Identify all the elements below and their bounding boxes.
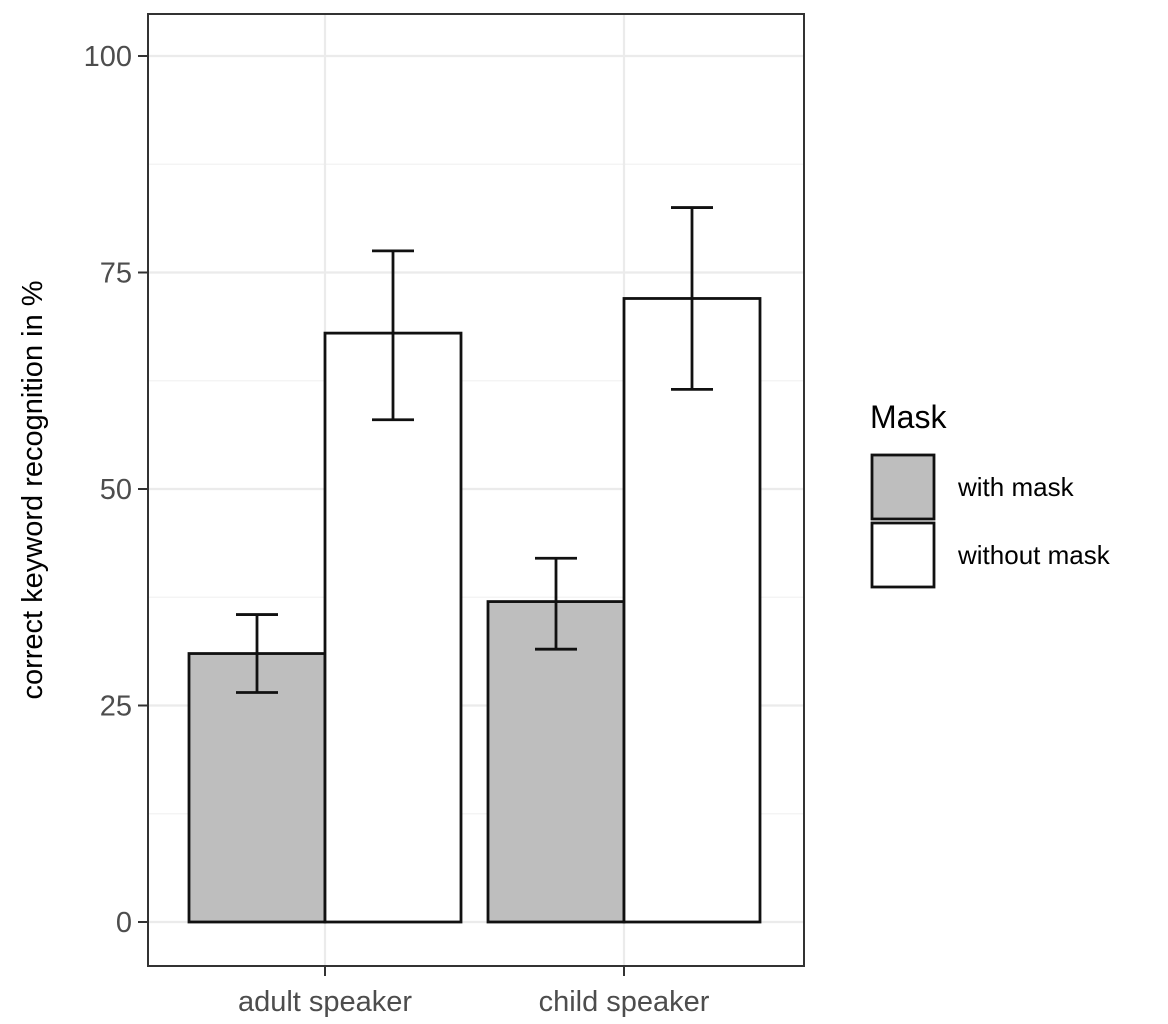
y-tick-label: 100 <box>84 41 132 73</box>
y-tick-label: 0 <box>116 907 132 939</box>
legend-key-without-mask <box>870 521 936 589</box>
x-tick-label: child speaker <box>539 986 710 1018</box>
x-axis: adult speaker child speaker <box>238 966 710 1018</box>
y-tick-label: 25 <box>100 691 132 723</box>
bar-with-mask <box>187 652 327 924</box>
bars <box>187 297 762 924</box>
x-tick-label: adult speaker <box>238 986 412 1018</box>
legend-label: without mask <box>957 540 1111 570</box>
legend-key-with-mask <box>870 453 936 521</box>
legend: Mask with mask without mask <box>870 399 1111 589</box>
y-axis-title: correct keyword recognition in % <box>17 280 49 699</box>
y-tick-label: 75 <box>100 258 132 290</box>
legend-label: with mask <box>957 472 1075 502</box>
legend-title: Mask <box>870 399 947 435</box>
y-tick-label: 50 <box>100 474 132 506</box>
error-bars <box>236 206 713 694</box>
bar-with-mask <box>486 600 626 924</box>
y-axis: 0 25 50 75 100 <box>84 41 148 939</box>
bar-without-mask <box>323 331 463 924</box>
bar-without-mask <box>622 297 762 924</box>
